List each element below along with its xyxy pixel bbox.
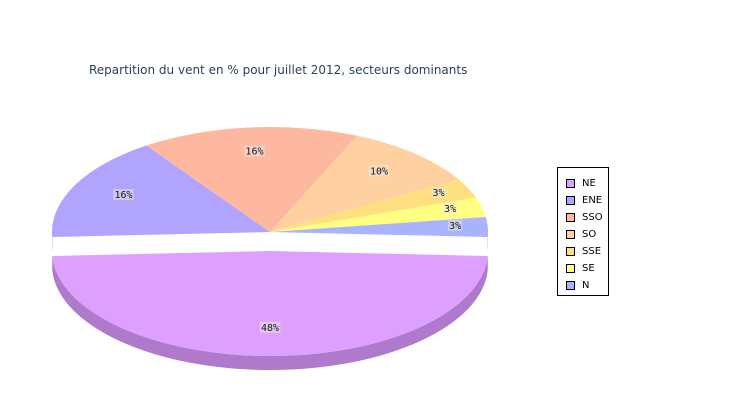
legend-item-so: SO	[558, 226, 608, 243]
slice-se	[270, 197, 486, 232]
legend-item-se: SE	[558, 260, 608, 277]
slice-label-sse: 3%	[433, 188, 445, 199]
slice-sse	[270, 179, 477, 232]
legend-swatch-n	[566, 281, 575, 290]
slice-sso	[146, 127, 358, 232]
slice-label-ene: 16%	[114, 190, 132, 201]
slice-label-n: 3%	[449, 221, 461, 232]
pie-tops	[52, 127, 488, 356]
legend-item-ene: ENE	[558, 192, 608, 209]
slice-label-ne: 48%	[261, 323, 279, 334]
slice-ne	[52, 251, 488, 356]
legend-swatch-so	[566, 230, 575, 239]
slice-label-so: 10%	[370, 166, 388, 177]
slice-label-bg-sse	[431, 186, 446, 198]
slice-label-bg-ne	[259, 321, 281, 333]
slice-so	[270, 135, 459, 232]
legend-label-ene: ENE	[582, 195, 603, 206]
pie-sides	[52, 232, 488, 370]
slice-label-bg-se	[442, 202, 458, 214]
legend-label-sso: SSO	[582, 212, 603, 223]
legend-swatch-ene	[566, 196, 575, 205]
legend-label-ne: NE	[582, 178, 596, 189]
pie-labels: 48% 16% 16% 10% 3% 3% 3%	[113, 145, 463, 334]
legend-label-se: SE	[582, 263, 595, 274]
legend-label-sse: SSE	[582, 246, 602, 257]
legend-item-n: N	[558, 277, 608, 294]
legend-item-ne: NE	[558, 175, 608, 192]
legend-swatch-sse	[566, 247, 575, 256]
chart-legend: NE ENE SSO SO SSE SE N	[557, 167, 609, 296]
slice-label-sso: 16%	[245, 147, 263, 158]
slice-label-bg-so	[368, 165, 390, 177]
slice-label-bg-n	[447, 219, 463, 231]
legend-swatch-se	[566, 264, 575, 273]
legend-label-so: SO	[582, 229, 597, 240]
slice-label-se: 3%	[444, 204, 456, 215]
legend-label-n: N	[582, 280, 590, 291]
legend-swatch-ne	[566, 179, 575, 188]
slice-label-bg-sso	[244, 145, 265, 157]
slice-n	[270, 217, 488, 237]
chart-title: Repartition du vent en % pour juillet 20…	[89, 63, 468, 77]
legend-swatch-sso	[566, 213, 575, 222]
legend-item-sso: SSO	[558, 209, 608, 226]
slice-label-bg-ene	[113, 189, 134, 201]
legend-item-sse: SSE	[558, 243, 608, 260]
slice-ene	[52, 145, 270, 237]
